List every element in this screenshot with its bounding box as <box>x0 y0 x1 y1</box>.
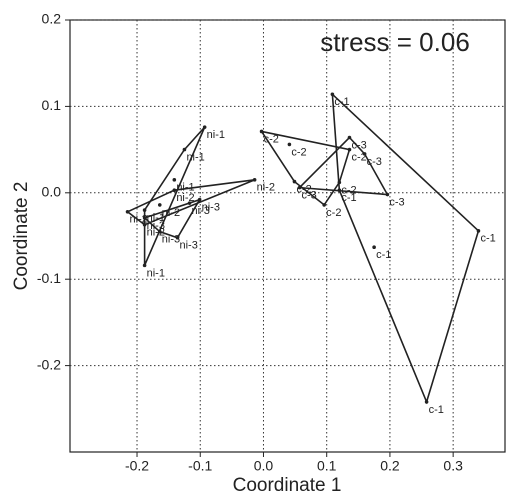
group-hull <box>259 130 351 207</box>
point-label: c-1 <box>376 249 391 261</box>
x-tick-label: 0.2 <box>380 458 400 474</box>
point <box>322 203 326 207</box>
point-label: c-1 <box>429 404 444 416</box>
point <box>347 147 352 152</box>
x-tick-label: 0.1 <box>317 458 337 474</box>
point <box>476 229 481 233</box>
point <box>347 135 352 140</box>
point-label: c-1 <box>480 233 495 245</box>
point-label: c-1 <box>334 96 349 108</box>
point-label: c-2 <box>341 184 356 196</box>
point-label: c-3 <box>367 156 382 168</box>
point-label: ni-2 <box>162 207 180 219</box>
point <box>142 222 147 227</box>
point <box>372 245 376 250</box>
y-tick-label: -0.1 <box>37 270 61 286</box>
point <box>287 142 292 147</box>
point-label: ni-3 <box>202 202 220 214</box>
point <box>385 192 390 197</box>
point <box>362 152 367 156</box>
x-tick-label: 0.3 <box>443 458 463 474</box>
point-label: ni-1 <box>147 267 165 279</box>
point <box>142 263 147 268</box>
point <box>142 208 147 212</box>
point <box>252 178 257 182</box>
y-tick-label: -0.2 <box>37 356 61 372</box>
x-tick-label: -0.1 <box>188 458 212 474</box>
point-label: ni-3 <box>191 205 209 217</box>
x-tick-label: -0.2 <box>125 458 149 474</box>
point <box>172 188 177 193</box>
point-label: ni-2 <box>176 192 194 204</box>
y-tick-label: 0.2 <box>42 11 62 27</box>
point <box>175 235 180 240</box>
point <box>259 129 264 134</box>
point <box>337 180 342 185</box>
point <box>172 178 177 182</box>
y-tick-label: 0.1 <box>42 97 62 113</box>
y-tick-label: 0.0 <box>42 184 62 200</box>
point-label: ni-3 <box>147 220 165 232</box>
point <box>157 203 162 207</box>
point <box>424 400 429 404</box>
point-label: ni-2 <box>257 182 275 194</box>
point <box>202 125 207 129</box>
point <box>187 201 192 205</box>
point-label: c-2 <box>351 152 366 164</box>
point-label: ni-3 <box>162 234 180 246</box>
x-axis-label: Coordinate 1 <box>233 475 342 496</box>
point-label: c-1 <box>341 192 356 204</box>
point-label: c-3 <box>389 196 404 208</box>
point <box>197 197 202 202</box>
point <box>292 179 297 184</box>
plot-frame <box>69 19 506 453</box>
y-axis-label: Coordinate 2 <box>11 182 32 291</box>
point-label: ni-1 <box>186 152 204 164</box>
point <box>157 229 162 234</box>
x-tick-label: 0.0 <box>254 458 274 474</box>
point <box>330 92 335 97</box>
point <box>182 147 187 152</box>
point <box>125 210 130 214</box>
point-label: c-2 <box>326 207 341 219</box>
point-label: ni-1 <box>207 129 225 141</box>
stress-annotation: stress = 0.06 <box>320 27 470 57</box>
point-label: c-3 <box>302 190 317 202</box>
point-label: c-3 <box>351 139 366 151</box>
point <box>142 216 147 220</box>
point-label: ni-3 <box>179 240 197 252</box>
point-label: ni-1 <box>176 182 194 194</box>
point-label: ni-2 <box>147 227 165 239</box>
point-label: c-2 <box>264 133 279 145</box>
point-label: c-2 <box>291 146 306 158</box>
point <box>297 185 302 190</box>
